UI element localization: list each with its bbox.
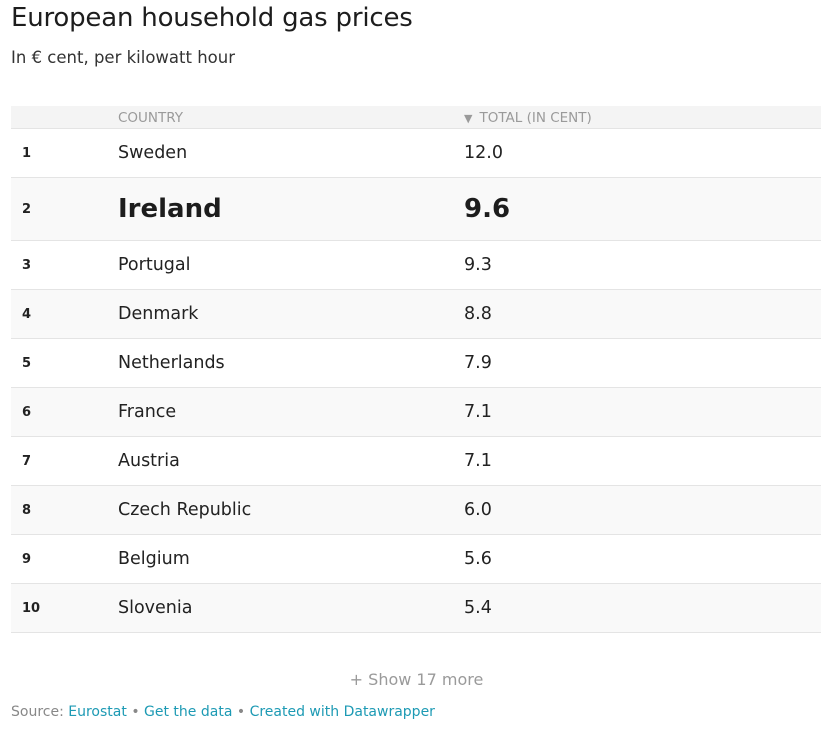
row-value: 5.4 [464, 598, 492, 618]
row-country: Sweden [118, 143, 188, 163]
table-row: 8 Czech Republic 6.0 [11, 486, 821, 535]
row-country: Belgium [118, 549, 190, 569]
row-country: Denmark [118, 304, 199, 324]
row-rank: 4 [22, 306, 32, 322]
data-table: COUNTRY ▼ TOTAL (IN CENT) 1 Sweden 12.0 2 Ire… [11, 106, 821, 633]
table-row: 5 Netherlands 7.9 [11, 339, 821, 388]
row-rank: 5 [22, 355, 32, 371]
row-value: 9.6 [464, 194, 511, 224]
row-value: 8.8 [464, 304, 492, 324]
row-value: 7.1 [464, 451, 492, 471]
row-rank: 9 [22, 551, 32, 567]
table-row: 3 Portugal 9.3 [11, 241, 821, 290]
row-rank: 3 [22, 257, 32, 273]
get-the-data-link[interactable]: Get the data [144, 704, 233, 720]
table-header: COUNTRY ▼ TOTAL (IN CENT) [11, 106, 821, 129]
row-rank: 2 [22, 201, 32, 217]
table-row: 7 Austria 7.1 [11, 437, 821, 486]
footer-separator: • [131, 704, 140, 720]
row-rank: 8 [22, 502, 32, 518]
row-country: Portugal [118, 255, 191, 275]
row-country: Czech Republic [118, 500, 252, 520]
row-country: Austria [118, 451, 180, 471]
row-country: Slovenia [118, 598, 193, 618]
row-country: Ireland [118, 194, 222, 224]
row-value: 5.6 [464, 549, 492, 569]
table-row: 10 Slovenia 5.4 [11, 584, 821, 633]
row-country: Netherlands [118, 353, 225, 373]
source-label: Source: [11, 704, 64, 720]
row-value: 7.9 [464, 353, 492, 373]
chart-title: European household gas prices [11, 3, 413, 33]
row-rank: 10 [22, 600, 41, 616]
column-header-country[interactable]: COUNTRY [118, 110, 184, 126]
row-value: 7.1 [464, 402, 492, 422]
source-footer: Source: Eurostat • Get the data • Create… [11, 704, 435, 720]
row-value: 6.0 [464, 500, 492, 520]
row-country: France [118, 402, 177, 422]
table-row: 2 Ireland 9.6 [11, 178, 821, 241]
row-rank: 1 [22, 145, 32, 161]
sort-descending-icon: ▼ [464, 112, 473, 125]
show-more-button[interactable]: + Show 17 more [349, 670, 484, 689]
table-body: 1 Sweden 12.0 2 Ireland 9.6 3 Portugal 9.3 4 Denma… [11, 129, 821, 633]
row-value: 12.0 [464, 143, 503, 163]
table-row: 4 Denmark 8.8 [11, 290, 821, 339]
source-link-eurostat[interactable]: Eurostat [68, 704, 127, 720]
row-rank: 6 [22, 404, 32, 420]
column-header-total[interactable]: ▼ TOTAL (IN CENT) [464, 110, 592, 126]
datawrapper-credit-link[interactable]: Created with Datawrapper [249, 704, 435, 720]
table-row: 1 Sweden 12.0 [11, 129, 821, 178]
table-row: 9 Belgium 5.6 [11, 535, 821, 584]
row-rank: 7 [22, 453, 32, 469]
footer-separator: • [236, 704, 246, 720]
chart-subtitle: In € cent, per kilowatt hour [11, 48, 236, 67]
table-row: 6 France 7.1 [11, 388, 821, 437]
row-value: 9.3 [464, 255, 492, 275]
column-header-total-label: TOTAL (IN CENT) [479, 110, 592, 126]
